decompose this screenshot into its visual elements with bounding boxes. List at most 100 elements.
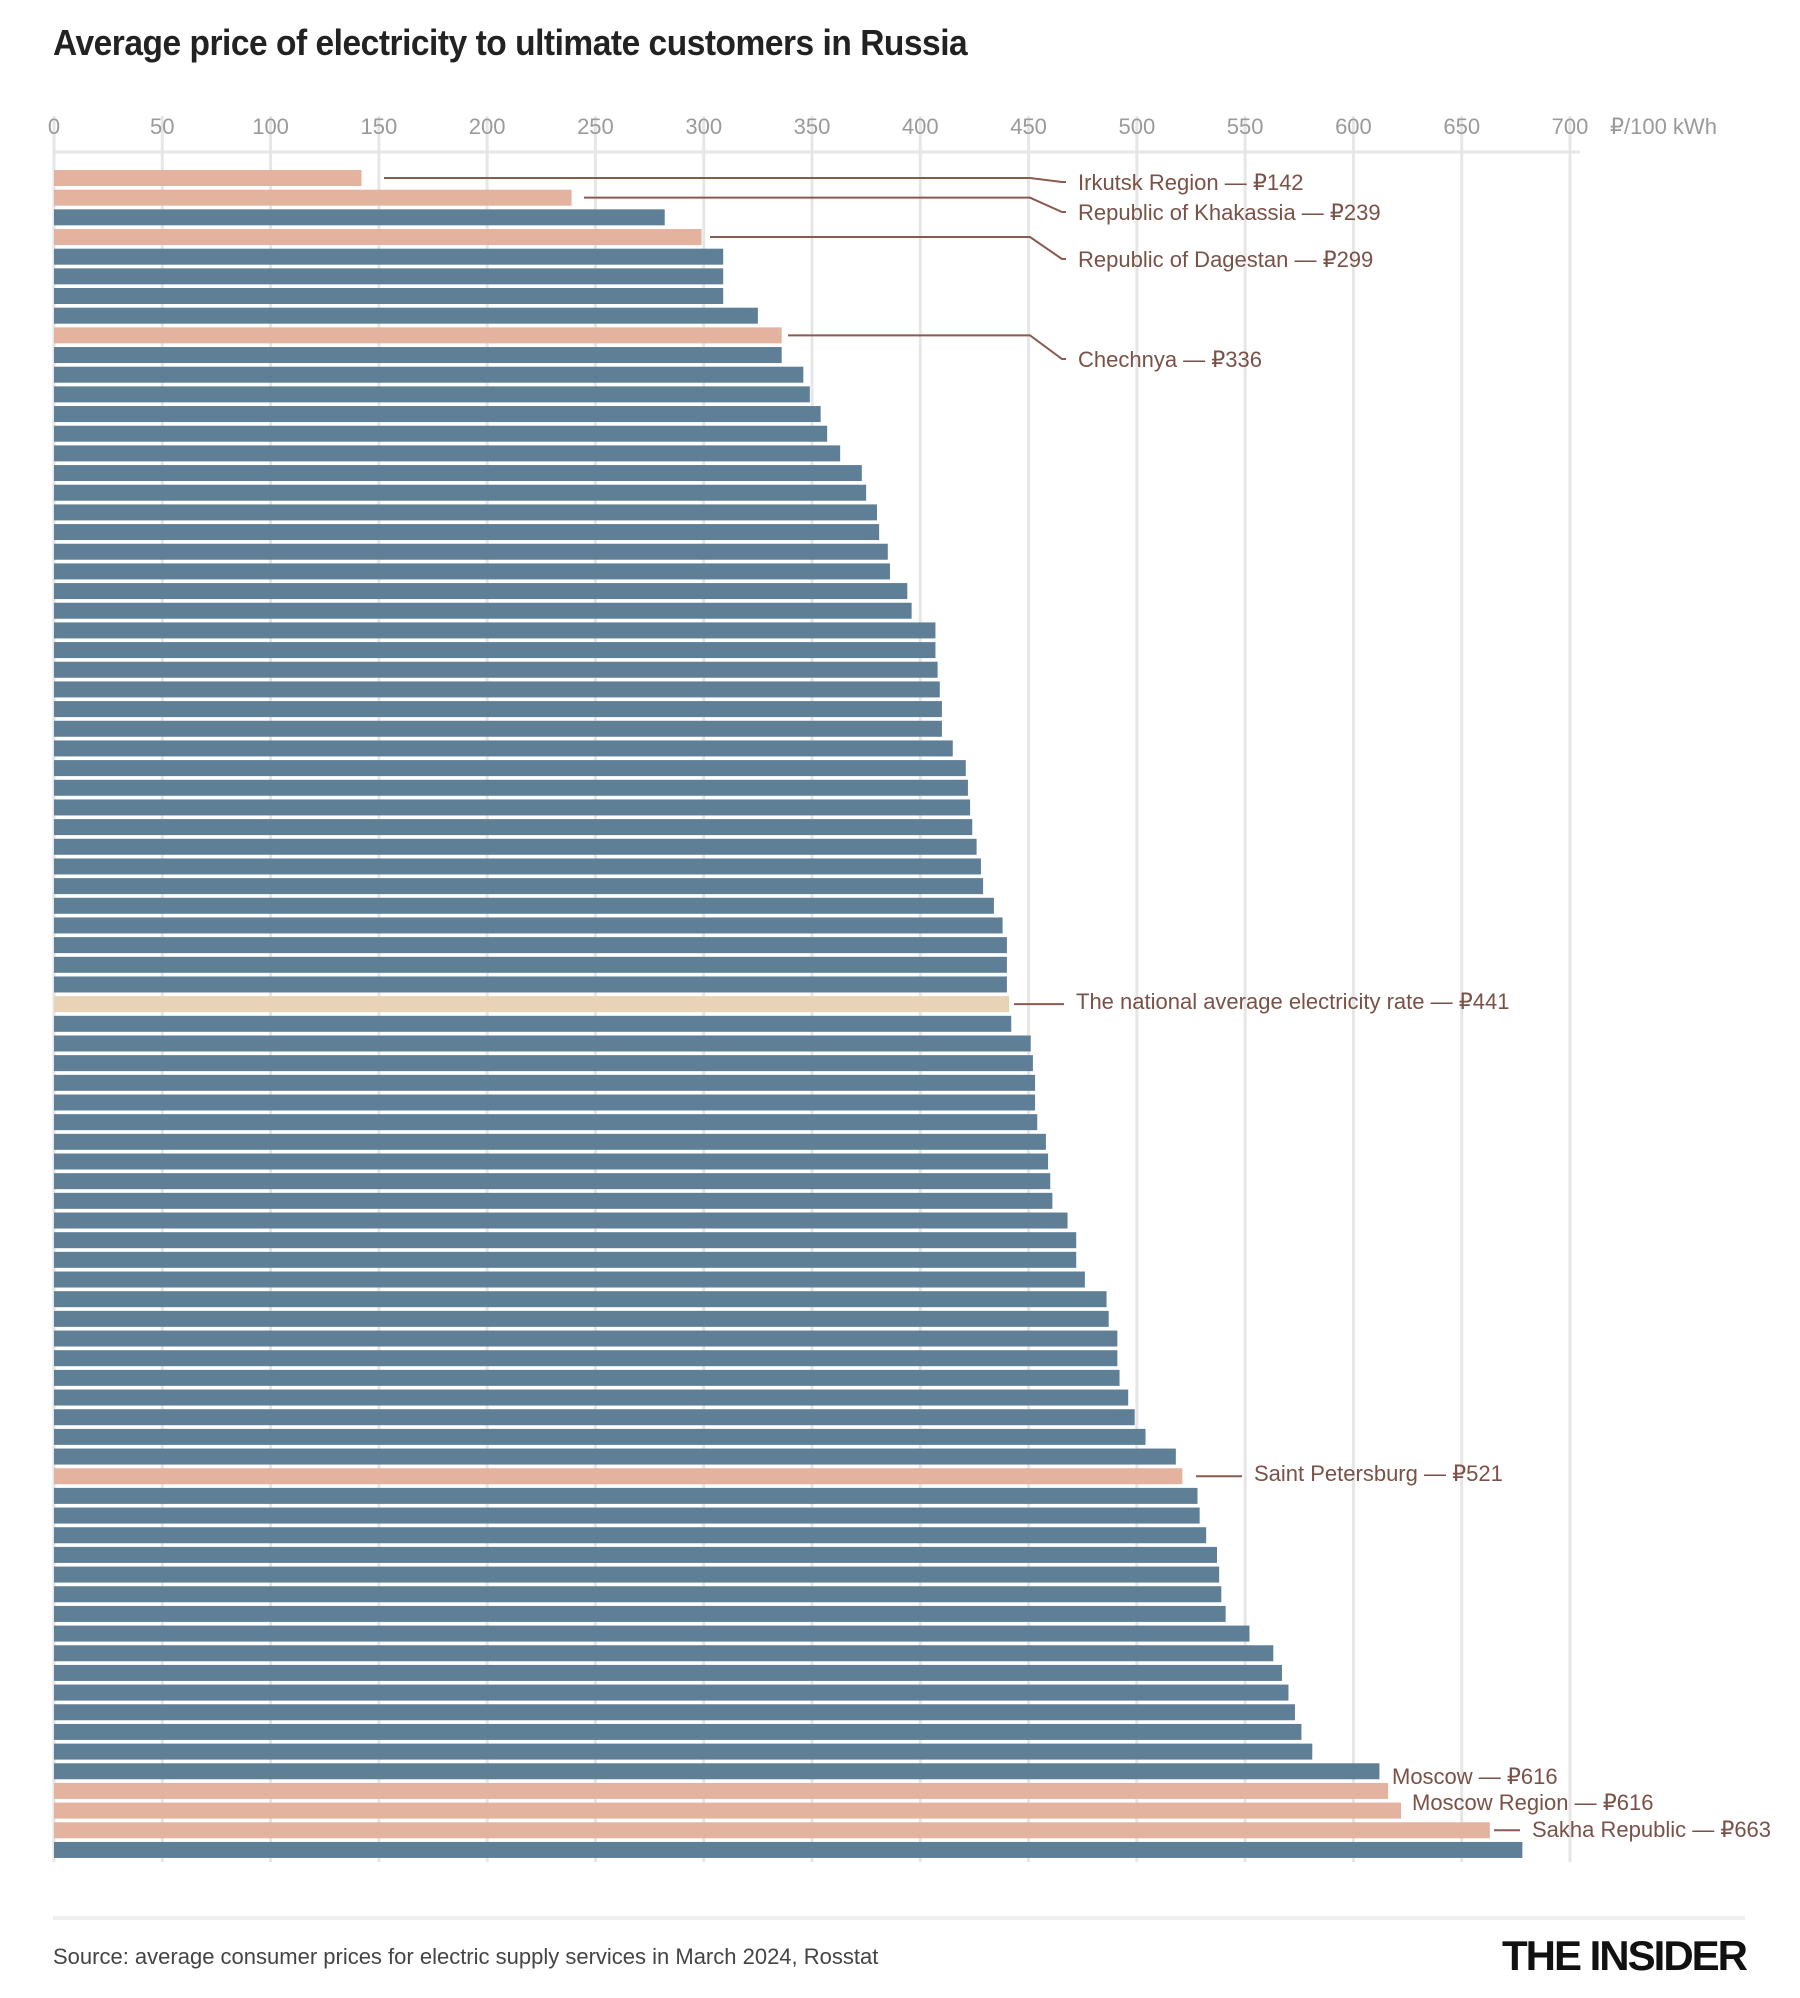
bar — [54, 681, 940, 698]
x-axis-unit-label: ₽/100 kWh — [1610, 114, 1717, 139]
annotation-leader-line — [788, 334, 1066, 360]
bar — [54, 1114, 1038, 1131]
bar — [54, 937, 1007, 954]
bar — [54, 347, 782, 364]
bar — [54, 524, 880, 541]
x-tick-label: 150 — [360, 114, 397, 139]
bar — [54, 602, 912, 619]
bar — [54, 1310, 1109, 1327]
bar — [54, 1232, 1077, 1249]
bar — [54, 1664, 1282, 1681]
x-tick-label: 650 — [1443, 114, 1480, 139]
brand-logo: THE INSIDER — [1501, 1932, 1748, 1979]
bar — [54, 1428, 1146, 1445]
bar — [54, 209, 665, 226]
bar — [54, 1035, 1031, 1052]
annotation-label: Sakha Republic — ₽663 — [1532, 1817, 1771, 1842]
x-tick-label: 300 — [685, 114, 722, 139]
bar — [54, 1527, 1207, 1544]
bar — [54, 1055, 1033, 1072]
annotation-leader-line — [384, 177, 1066, 183]
bar — [54, 1566, 1220, 1583]
bar — [54, 1546, 1217, 1563]
annotation-leader-line — [584, 196, 1066, 213]
bar — [54, 642, 936, 659]
bar — [54, 1074, 1036, 1091]
annotation-label: Irkutsk Region — ₽142 — [1078, 170, 1304, 195]
bar — [54, 248, 724, 265]
bar — [54, 1015, 1012, 1032]
bar — [54, 1448, 1176, 1465]
x-tick-label: 50 — [150, 114, 174, 139]
bar — [54, 288, 724, 305]
bar — [54, 858, 981, 875]
bar — [54, 661, 938, 678]
bar — [54, 1704, 1295, 1721]
x-tick-label: 550 — [1227, 114, 1264, 139]
chart-title: Average price of electricity to ultimate… — [53, 22, 968, 63]
x-tick-label: 700 — [1552, 114, 1589, 139]
bar — [54, 1409, 1135, 1426]
bar — [54, 1763, 1380, 1780]
x-tick-label: 450 — [1010, 114, 1047, 139]
bar — [54, 563, 890, 580]
bar — [54, 1330, 1118, 1347]
bar — [54, 1173, 1051, 1190]
bar — [54, 268, 724, 285]
bars — [54, 170, 1523, 1858]
bar — [54, 1723, 1302, 1740]
bar — [54, 1389, 1129, 1406]
bar — [54, 799, 971, 816]
annotation-label: The national average electricity rate — … — [1076, 989, 1509, 1014]
annotations: Irkutsk Region — ₽142 Republic of Khakass… — [384, 170, 1771, 1842]
bar — [54, 1153, 1049, 1170]
bar — [54, 819, 973, 836]
annotation-label: Moscow — ₽616 — [1392, 1764, 1558, 1789]
bar — [54, 484, 867, 501]
bar — [54, 307, 758, 324]
bar — [54, 1094, 1036, 1111]
bar — [54, 956, 1007, 973]
bar-highlighted — [54, 327, 782, 344]
x-tick-label: 250 — [577, 114, 614, 139]
bar — [54, 386, 810, 403]
bar — [54, 720, 942, 737]
bar — [54, 897, 994, 914]
bar — [54, 1625, 1250, 1642]
bar — [54, 1192, 1053, 1209]
bar-highlighted — [54, 229, 702, 246]
bar-highlighted — [54, 189, 572, 206]
bar — [54, 1271, 1085, 1288]
bar — [54, 1212, 1068, 1229]
x-tick-label: 200 — [469, 114, 506, 139]
footer-divider — [53, 1916, 1745, 1920]
bar — [54, 1350, 1118, 1367]
bar — [54, 1605, 1226, 1622]
x-tick-label: 500 — [1118, 114, 1155, 139]
bar-highlighted — [54, 1782, 1389, 1799]
bar-highlighted — [54, 170, 362, 186]
bar-national-average — [54, 996, 1010, 1013]
bar — [54, 838, 977, 855]
bar — [54, 1369, 1120, 1386]
annotation-label: Republic of Dagestan — ₽299 — [1078, 247, 1373, 272]
bar — [54, 583, 908, 600]
x-tick-label: 100 — [252, 114, 289, 139]
bar — [54, 1487, 1198, 1504]
bar — [54, 878, 984, 895]
annotation-label: Saint Petersburg — ₽521 — [1254, 1461, 1503, 1486]
bar — [54, 1743, 1313, 1760]
bar — [54, 1841, 1523, 1858]
bar — [54, 543, 888, 560]
source-note: Source: average consumer prices for elec… — [53, 1944, 879, 1969]
bar — [54, 445, 841, 462]
bar — [54, 1507, 1200, 1524]
bar — [54, 465, 862, 482]
bar — [54, 622, 936, 639]
bar — [54, 1684, 1289, 1701]
bar — [54, 779, 968, 796]
bar — [54, 504, 877, 521]
bar-highlighted — [54, 1822, 1490, 1839]
x-tick-label: 0 — [48, 114, 60, 139]
